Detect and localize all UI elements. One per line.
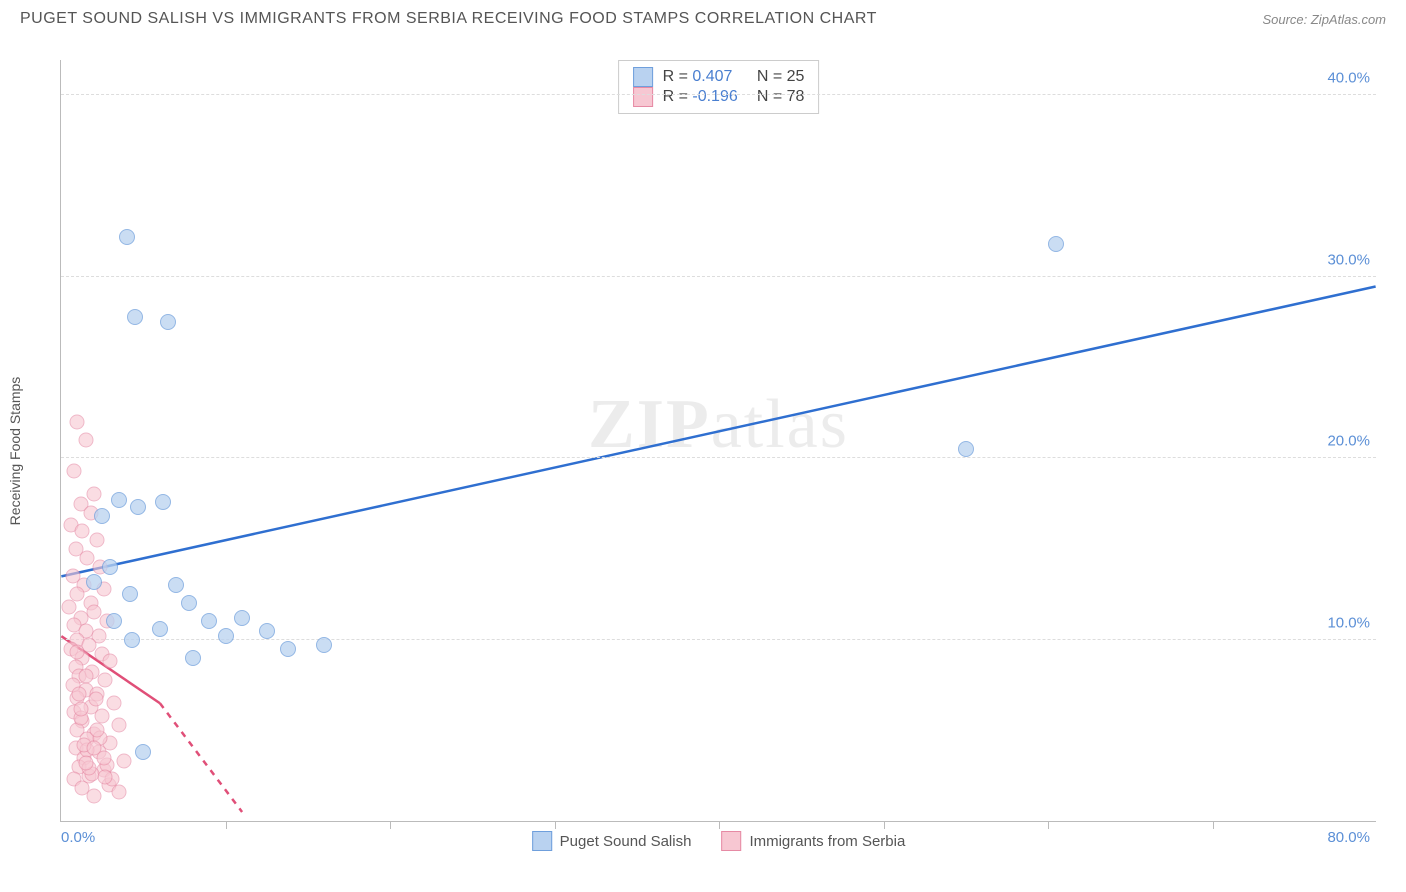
blue-point: [1048, 236, 1064, 252]
y-tick-label: 10.0%: [1327, 614, 1370, 631]
legend-label: Puget Sound Salish: [560, 833, 692, 850]
blue-point: [259, 623, 275, 639]
y-tick-label: 40.0%: [1327, 70, 1370, 87]
legend-stats: R = 0.407 N = 25: [663, 68, 805, 86]
watermark-light: atlas: [711, 386, 849, 463]
series-legend: Puget Sound Salish Immigrants from Serbia: [532, 831, 906, 851]
x-tick: [719, 821, 720, 829]
legend-swatch-icon: [721, 831, 741, 851]
plot-area: ZIPatlas R = 0.407 N = 25 R = -0.196 N = …: [60, 60, 1376, 822]
legend-swatch-icon: [532, 831, 552, 851]
pink-point: [78, 668, 93, 683]
pink-point: [95, 708, 110, 723]
watermark-bold: ZIP: [588, 386, 711, 463]
pink-point: [75, 523, 90, 538]
pink-point: [70, 414, 85, 429]
legend-row: R = 0.407 N = 25: [633, 67, 805, 87]
x-tick: [226, 821, 227, 829]
legend-stats: R = -0.196 N = 78: [663, 88, 805, 106]
pink-point: [111, 717, 126, 732]
pink-point: [116, 754, 131, 769]
blue-point: [155, 494, 171, 510]
pink-point: [90, 532, 105, 547]
x-tick: [1213, 821, 1214, 829]
x-tick: [884, 821, 885, 829]
pink-point: [78, 755, 93, 770]
source-credit: Source: ZipAtlas.com: [1262, 12, 1386, 27]
blue-point: [111, 492, 127, 508]
pink-point: [67, 463, 82, 478]
pink-point: [86, 487, 101, 502]
pink-point: [86, 788, 101, 803]
legend-swatch-icon: [633, 67, 653, 87]
pink-point: [78, 433, 93, 448]
watermark: ZIPatlas: [588, 385, 849, 465]
pink-point: [111, 784, 126, 799]
blue-point: [127, 309, 143, 325]
pink-point: [86, 741, 101, 756]
blue-point: [124, 632, 140, 648]
gridline: [61, 276, 1376, 277]
x-axis-max-label: 80.0%: [1327, 829, 1370, 846]
gridline: [61, 457, 1376, 458]
blue-point: [152, 621, 168, 637]
y-axis-label: Receiving Food Stamps: [7, 377, 23, 526]
pink-point: [72, 687, 87, 702]
blue-point: [86, 574, 102, 590]
pink-point: [88, 692, 103, 707]
x-tick: [1048, 821, 1049, 829]
legend-item: Puget Sound Salish: [532, 831, 692, 851]
y-tick-label: 30.0%: [1327, 251, 1370, 268]
blue-point: [160, 314, 176, 330]
blue-point: [218, 628, 234, 644]
blue-point: [130, 499, 146, 515]
pink-point: [98, 672, 113, 687]
blue-point: [119, 229, 135, 245]
blue-point: [316, 637, 332, 653]
blue-point: [94, 508, 110, 524]
blue-point: [106, 613, 122, 629]
blue-point: [135, 744, 151, 760]
pink-point: [73, 701, 88, 716]
blue-point: [181, 595, 197, 611]
trend-lines-layer: [61, 60, 1376, 821]
blue-point: [280, 641, 296, 657]
pink-point: [70, 645, 85, 660]
gridline: [61, 94, 1376, 95]
x-tick: [555, 821, 556, 829]
pink-point: [98, 770, 113, 785]
legend-swatch-icon: [633, 87, 653, 107]
blue-point: [958, 441, 974, 457]
x-tick: [390, 821, 391, 829]
gridline: [61, 639, 1376, 640]
trend-line: [61, 286, 1375, 576]
pink-point: [103, 654, 118, 669]
legend-row: R = -0.196 N = 78: [633, 87, 805, 107]
blue-point: [201, 613, 217, 629]
blue-point: [102, 559, 118, 575]
pink-point: [90, 723, 105, 738]
legend-item: Immigrants from Serbia: [721, 831, 905, 851]
blue-point: [122, 586, 138, 602]
blue-point: [168, 577, 184, 593]
correlation-legend: R = 0.407 N = 25 R = -0.196 N = 78: [618, 60, 820, 114]
y-tick-label: 20.0%: [1327, 433, 1370, 450]
blue-point: [234, 610, 250, 626]
x-axis-min-label: 0.0%: [61, 829, 95, 846]
chart-container: Receiving Food Stamps ZIPatlas R = 0.407…: [20, 40, 1386, 862]
trend-line: [160, 703, 242, 812]
legend-label: Immigrants from Serbia: [749, 833, 905, 850]
pink-point: [106, 696, 121, 711]
chart-title: PUGET SOUND SALISH VS IMMIGRANTS FROM SE…: [20, 10, 877, 28]
blue-point: [185, 650, 201, 666]
